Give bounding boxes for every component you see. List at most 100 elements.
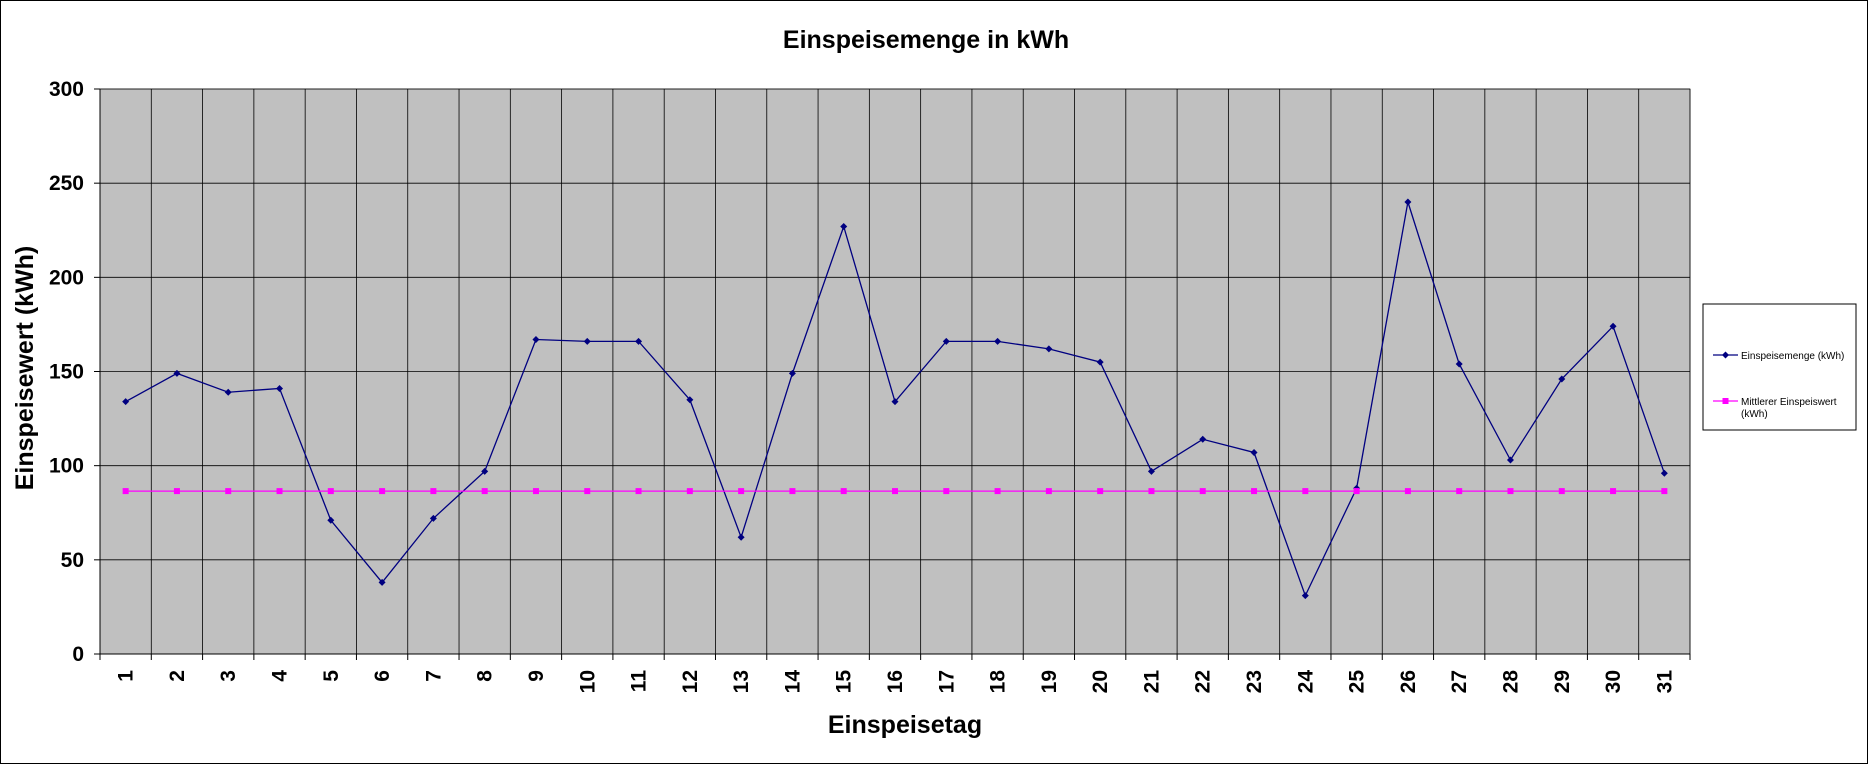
y-tick-label-250: 250 (49, 172, 84, 195)
series-2-point-11 (635, 488, 642, 495)
series-1-point-27 (1455, 360, 1463, 368)
x-tick-label-24: 24 (1294, 670, 1317, 694)
series-2-point-27 (1456, 488, 1463, 495)
x-tick-label-14: 14 (781, 670, 804, 694)
legend-marker-series-1 (1722, 351, 1729, 359)
series-1-point-26 (1404, 198, 1412, 206)
series-2-point-17 (943, 488, 950, 495)
series-layer (122, 198, 1668, 600)
series-1-point-30 (1609, 322, 1617, 330)
series-2-point-9 (532, 488, 539, 495)
series-2-point-28 (1507, 488, 1514, 495)
x-tick-label-19: 19 (1038, 670, 1061, 693)
series-1-point-18 (994, 337, 1002, 345)
x-tick-label-12: 12 (679, 670, 702, 693)
series-2-point-22 (1199, 488, 1206, 495)
legend-label-series-1: Einspeisemenge (kWh) (1741, 351, 1844, 362)
series-1-point-17 (942, 337, 950, 345)
y-tick-label-100: 100 (49, 455, 84, 478)
series-1-point-8 (481, 467, 489, 475)
x-tick-label-30: 30 (1602, 670, 1625, 693)
y-tick-label-150: 150 (49, 361, 84, 384)
series-1-point-5 (327, 516, 335, 524)
series-1-point-6 (378, 578, 386, 586)
x-axis-ticks: 1 2 3 4 5 6 7 8 9 10 11 12 13 14 15 16 17 18 19 20 21 22 23 24 2… (99, 654, 1691, 694)
x-tick-label-13: 13 (730, 670, 753, 693)
x-tick-label-3: 3 (217, 670, 240, 682)
x-tick-label-16: 16 (884, 670, 907, 693)
series-1-point-15 (840, 222, 848, 230)
series-1-point-31 (1660, 469, 1668, 477)
series-2-point-10 (584, 488, 591, 495)
x-tick-label-2: 2 (166, 670, 189, 682)
y-tick-label-0: 0 (72, 643, 84, 666)
y-axis-ticks: 0 50 100 150 200 250 300 (49, 78, 100, 666)
series-2-point-30 (1610, 488, 1617, 495)
chart-title: Einspeisemenge in kWh (783, 26, 1069, 54)
y-tick-label-200: 200 (49, 266, 84, 289)
series-1-point-22 (1199, 435, 1207, 443)
x-tick-label-29: 29 (1551, 670, 1574, 693)
x-tick-label-25: 25 (1346, 670, 1369, 694)
x-tick-label-21: 21 (1140, 670, 1163, 694)
series-1-point-13 (737, 533, 745, 541)
series-1-point-12 (686, 396, 694, 404)
series-1-point-29 (1558, 375, 1566, 383)
legend-box (1702, 303, 1857, 431)
series-1-point-9 (532, 335, 540, 343)
x-tick-label-6: 6 (371, 670, 394, 682)
series-1-point-2 (173, 369, 181, 377)
series-2-point-3 (225, 488, 232, 495)
series-1-point-7 (429, 514, 437, 522)
series-2-point-2 (173, 488, 180, 495)
series-2-point-29 (1558, 488, 1565, 495)
x-tick-label-11: 11 (628, 670, 651, 693)
series-2-point-6 (379, 488, 386, 495)
x-tick-label-18: 18 (987, 670, 1010, 694)
series-1-point-14 (788, 369, 796, 377)
series-1-point-11 (635, 337, 643, 345)
legend: Einspeisemenge (kWh) Mittlerer Einspeisw… (1702, 303, 1857, 431)
series-1-point-24 (1301, 592, 1309, 600)
y-axis-title: Einspeisewert (kWh) (11, 246, 39, 491)
series-2-point-7 (430, 488, 437, 495)
series-2-point-24 (1302, 488, 1309, 495)
series-1-point-21 (1147, 467, 1155, 475)
series-2-point-20 (1097, 488, 1104, 495)
legend-marker-series-2 (1722, 398, 1729, 404)
series-1-point-23 (1250, 448, 1258, 456)
series-2-point-14 (789, 488, 796, 495)
legend-label-series-2-line-1: Mittlerer Einspeiswert (1741, 397, 1837, 408)
series-2-point-15 (840, 488, 847, 495)
grid (100, 88, 1691, 655)
series-2-point-5 (327, 488, 334, 495)
x-axis-title: Einspeisetag (828, 711, 982, 739)
legend-label-series-2-line-2: (kWh) (1741, 409, 1768, 420)
x-tick-label-28: 28 (1499, 670, 1522, 694)
x-tick-label-15: 15 (833, 670, 856, 694)
x-tick-label-1: 1 (115, 670, 138, 682)
x-tick-label-7: 7 (422, 670, 445, 682)
x-tick-label-5: 5 (320, 670, 343, 682)
series-2-point-12 (686, 488, 693, 495)
series-2-point-13 (738, 488, 745, 495)
series-2-point-8 (481, 488, 488, 495)
y-tick-label-300: 300 (49, 78, 84, 101)
series-2-point-31 (1661, 488, 1668, 495)
series-2-point-16 (892, 488, 898, 495)
series-2-point-26 (1404, 488, 1411, 495)
x-tick-label-31: 31 (1653, 670, 1676, 694)
series-1-point-10 (583, 337, 591, 345)
series-1-point-28 (1506, 456, 1514, 464)
x-tick-label-22: 22 (1192, 670, 1215, 693)
series-1-point-4 (276, 384, 284, 392)
series-2-point-1 (122, 488, 129, 495)
x-tick-label-4: 4 (269, 670, 292, 682)
x-tick-label-17: 17 (935, 670, 958, 693)
y-tick-label-50: 50 (61, 549, 84, 572)
x-tick-label-8: 8 (474, 670, 497, 682)
x-tick-label-10: 10 (576, 670, 599, 693)
series-2-point-23 (1251, 488, 1258, 495)
series-1-point-3 (224, 388, 232, 396)
